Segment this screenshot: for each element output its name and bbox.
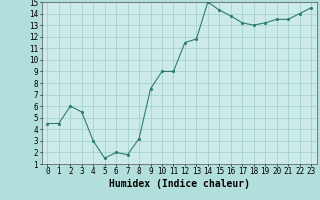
X-axis label: Humidex (Indice chaleur): Humidex (Indice chaleur) bbox=[109, 179, 250, 189]
